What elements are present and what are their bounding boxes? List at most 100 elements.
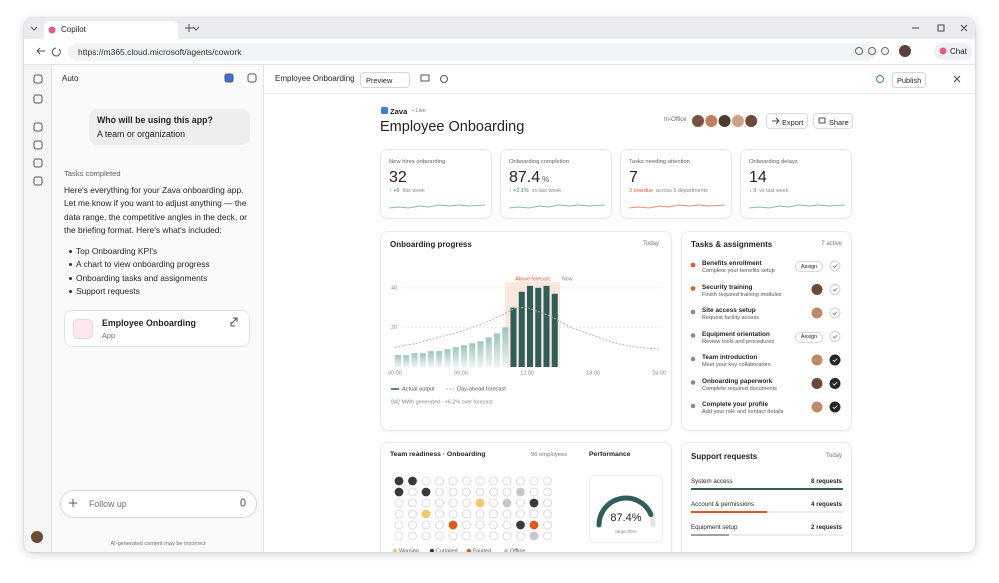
graphic: 87.4% target 90% [596, 495, 656, 534]
request-count: 4 requests [811, 501, 842, 508]
delta-note: across 5 departments [655, 188, 708, 194]
employee-dot [543, 531, 552, 541]
kpi-delta: ↑ +6 this week [389, 188, 425, 194]
employee-dot [489, 531, 498, 541]
kpi-label: Onboarding delays [749, 159, 798, 165]
check-mark [832, 405, 838, 410]
request-name: System access [691, 478, 733, 485]
assign-button[interactable]: Assign [795, 261, 823, 272]
kpi-delta: ↑ +2.1% vs last week [509, 188, 561, 194]
check-circle [829, 378, 841, 389]
dashboard-title: Employee Onboarding [380, 119, 525, 135]
tab[interactable]: Copilot [44, 21, 178, 39]
bullet-dot [69, 263, 72, 267]
kpi-value: 87.4% [509, 169, 549, 187]
task-subtitle: Finish required training modules [702, 291, 782, 298]
share-label: Share [829, 117, 849, 127]
kpi-label: New hires onboarding [389, 159, 446, 165]
legend-label: Actual output [402, 386, 435, 392]
artifact-card[interactable]: Employee Onboarding App [64, 310, 250, 347]
tasks-completed[interactable]: Tasks completed [64, 169, 121, 178]
bar [535, 287, 542, 367]
card-count: 96 employees [531, 452, 568, 458]
delta-note: this week [402, 188, 425, 194]
employee-dot [462, 487, 471, 497]
employee-dot [448, 476, 458, 486]
bullet: A chart to view onboarding progress [76, 259, 210, 270]
assignee-avatar [811, 307, 823, 319]
export-button[interactable]: Export [766, 113, 808, 129]
task-title[interactable]: Complete your profile [702, 401, 769, 408]
employee-dot [394, 487, 404, 497]
input-placeholder: Follow up [89, 499, 127, 509]
legend-label: Faulted [473, 548, 491, 552]
presence-avatar [730, 114, 745, 128]
follow-up-input[interactable]: Follow up [60, 490, 257, 518]
bar [395, 355, 401, 367]
graphic [508, 204, 606, 209]
share-button[interactable]: Share [813, 113, 853, 129]
status-dot [690, 380, 696, 385]
presence-avatar [704, 114, 719, 128]
request-count: 2 requests [811, 524, 842, 531]
y-tick-label: 40 [391, 285, 397, 291]
assign-button[interactable]: Assign [795, 331, 823, 343]
employee-dot [448, 487, 458, 497]
x-tick-label: 18:00 [586, 370, 600, 376]
publish-button[interactable]: Publish [892, 72, 926, 88]
gauge-label: 87.4% [610, 512, 641, 524]
gauge-value [596, 495, 654, 528]
legend-label: Offline [510, 548, 525, 552]
bar [527, 285, 533, 367]
task-title[interactable]: Equipment orientation [702, 330, 770, 338]
employee-dot [529, 520, 539, 530]
check-circle [829, 307, 841, 319]
y-tick-label: 20 [391, 325, 397, 331]
status-dot [690, 262, 696, 268]
url: https://m365.cloud.microsoft/agents/cowo… [78, 47, 242, 57]
bar [518, 291, 525, 367]
bar [469, 343, 476, 367]
task-title[interactable]: Security training [702, 283, 753, 291]
employee-dot [394, 476, 404, 486]
toolbar [264, 65, 975, 94]
card-period: Today [825, 453, 842, 459]
footnote: 842 MWh generated · +6.2% over forecast [391, 399, 493, 405]
mode-selector[interactable]: Auto [62, 74, 79, 83]
assignee-avatar [811, 401, 823, 413]
assignee-avatar [811, 284, 823, 295]
employee-dot [421, 476, 431, 486]
employee-dot [408, 498, 417, 508]
graphic [690, 260, 841, 413]
check-mark [832, 381, 838, 386]
card-period: Today [642, 241, 659, 247]
kpi-card: Tasks needing attention 7 3 overdue across … [620, 149, 732, 219]
card-title: Onboarding progress [390, 240, 472, 249]
employee-dot [543, 487, 552, 497]
forecast-line [394, 307, 660, 350]
intro: Here's everything for your Zava onboardi… [64, 185, 247, 236]
address-bar[interactable]: https://m365.cloud.microsoft/agents/cowo… [68, 43, 876, 61]
employee-dot [516, 487, 525, 497]
brand-logo [381, 107, 388, 114]
employee-dot [543, 476, 552, 486]
gauge-target: target 90% [615, 529, 636, 534]
bullet-dot [69, 276, 72, 280]
card-title: Support requests [691, 452, 758, 461]
chat-button[interactable]: Chat [934, 43, 972, 60]
task-title[interactable]: Team introduction [702, 354, 758, 361]
preview-button[interactable]: Preview [360, 72, 410, 88]
task-title[interactable]: Site access setup [702, 307, 756, 314]
artifact-title: Employee Onboarding [102, 318, 196, 328]
task-title[interactable]: Benefits enrollment [702, 260, 762, 267]
graphic: Above forecast Now 20 40 00:00 06:00 12:00 18:0… [388, 276, 666, 405]
x-tick-label: 06:00 [454, 370, 468, 376]
live-status: • Live [412, 108, 426, 114]
task-subtitle: Review tools and procedures [702, 338, 775, 345]
card-title: Tasks & assignments [691, 240, 773, 249]
bullet-dot [69, 250, 72, 253]
annotation: Above forecast [515, 276, 550, 282]
progress-card: Onboarding progress Today Above forecast No… [380, 231, 672, 431]
status-dot [690, 356, 696, 362]
task-title[interactable]: Onboarding paperwork [702, 377, 773, 385]
